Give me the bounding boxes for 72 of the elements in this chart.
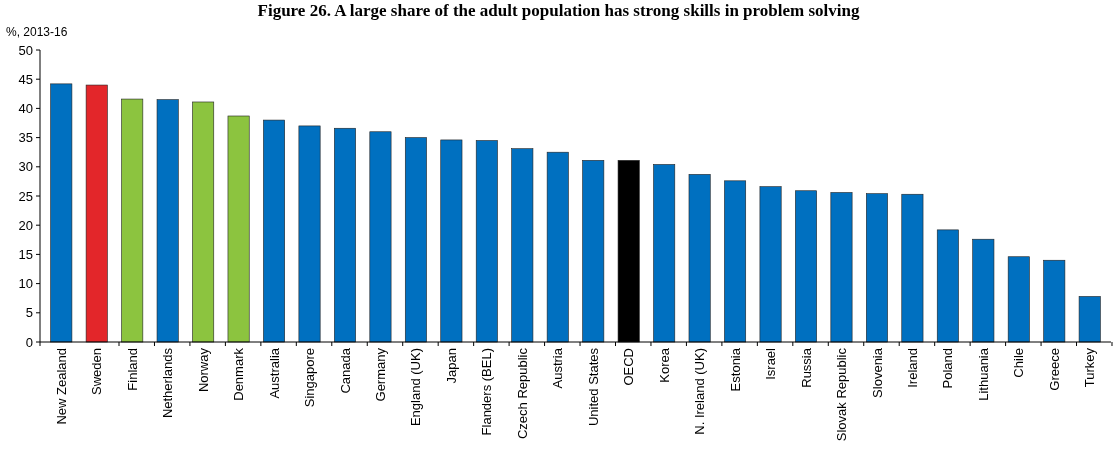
y-tick-label: 25 [18,188,33,204]
x-tick-label: Turkey [1082,347,1098,388]
x-tick-label: Korea [656,347,672,383]
x-tick-label: Greece [1046,348,1062,391]
bar [901,193,924,343]
y-tick-label: 10 [18,276,33,292]
bar [936,229,959,343]
x-tick-label: Slovenia [869,347,885,398]
y-tick-label: 35 [18,130,33,146]
y-tick-label: 15 [18,246,33,262]
bar [156,99,179,343]
y-tick-label: 0 [25,334,33,350]
bar [334,127,356,343]
bar [582,160,605,343]
x-tick-label: N. Ireland (UK) [692,348,708,435]
bar [1078,296,1101,343]
bar [263,119,285,343]
y-tick-label: 5 [25,305,33,321]
bar [724,180,747,343]
bar [830,192,853,343]
bar [795,190,817,343]
x-tick-label: Australia [266,347,282,399]
bar [653,164,676,343]
bar [85,84,108,343]
x-tick-label: Norway [195,347,211,393]
x-tick-label: Chile [1011,348,1027,378]
x-tick-label: Finland [124,348,140,391]
x-tick-label: Netherlands [160,347,176,419]
x-tick-label: Lithuania [975,347,991,401]
y-tick-label: 30 [18,159,33,175]
y-tick-label: 40 [18,100,33,116]
x-tick-label: Austria [550,347,566,389]
bar [404,137,427,343]
x-tick-label: Denmark [231,347,247,401]
x-tick-label: Poland [940,348,956,389]
x-tick-label: Israel [763,347,779,380]
bar [121,98,144,343]
bar [759,186,782,343]
bar [546,151,569,343]
x-tick-label: Czech Republic [514,347,530,440]
bar [227,115,250,343]
bar [1007,256,1030,343]
bar [369,131,392,343]
x-tick-label: Ireland [904,348,920,388]
x-tick-label: New Zealand [53,348,69,425]
bar [866,193,888,343]
x-tick-label: United States [585,347,601,427]
x-tick-label: Russia [798,347,814,388]
bar [192,101,215,343]
x-tick-label: Flanders (BEL) [479,348,495,436]
x-tick-label: Singapore [302,348,318,408]
bar [511,148,534,343]
x-tick-label: Estonia [727,347,743,392]
y-tick-label: 20 [18,217,33,233]
bar [440,139,463,343]
y-tick-label: 50 [18,42,33,58]
y-tick-label: 45 [18,71,33,87]
bar [50,83,73,343]
y-axis-title: %, 2013-16 [6,25,68,39]
x-tick-label: OECD [621,348,637,386]
x-tick-label: Canada [337,347,353,394]
x-tick-label: Sweden [89,348,105,395]
bar [298,125,321,343]
bar [475,140,498,343]
x-tick-label: Germany [373,347,388,402]
x-tick-label: England (UK) [408,348,424,427]
x-tick-label: Slovak Republic [834,347,850,442]
bar [688,174,711,343]
x-tick-label: Japan [443,348,459,384]
bar [972,238,995,343]
bar [1043,259,1066,343]
chart-title: Figure 26. A large share of the adult population has strong skills in problem solving [257,1,860,20]
